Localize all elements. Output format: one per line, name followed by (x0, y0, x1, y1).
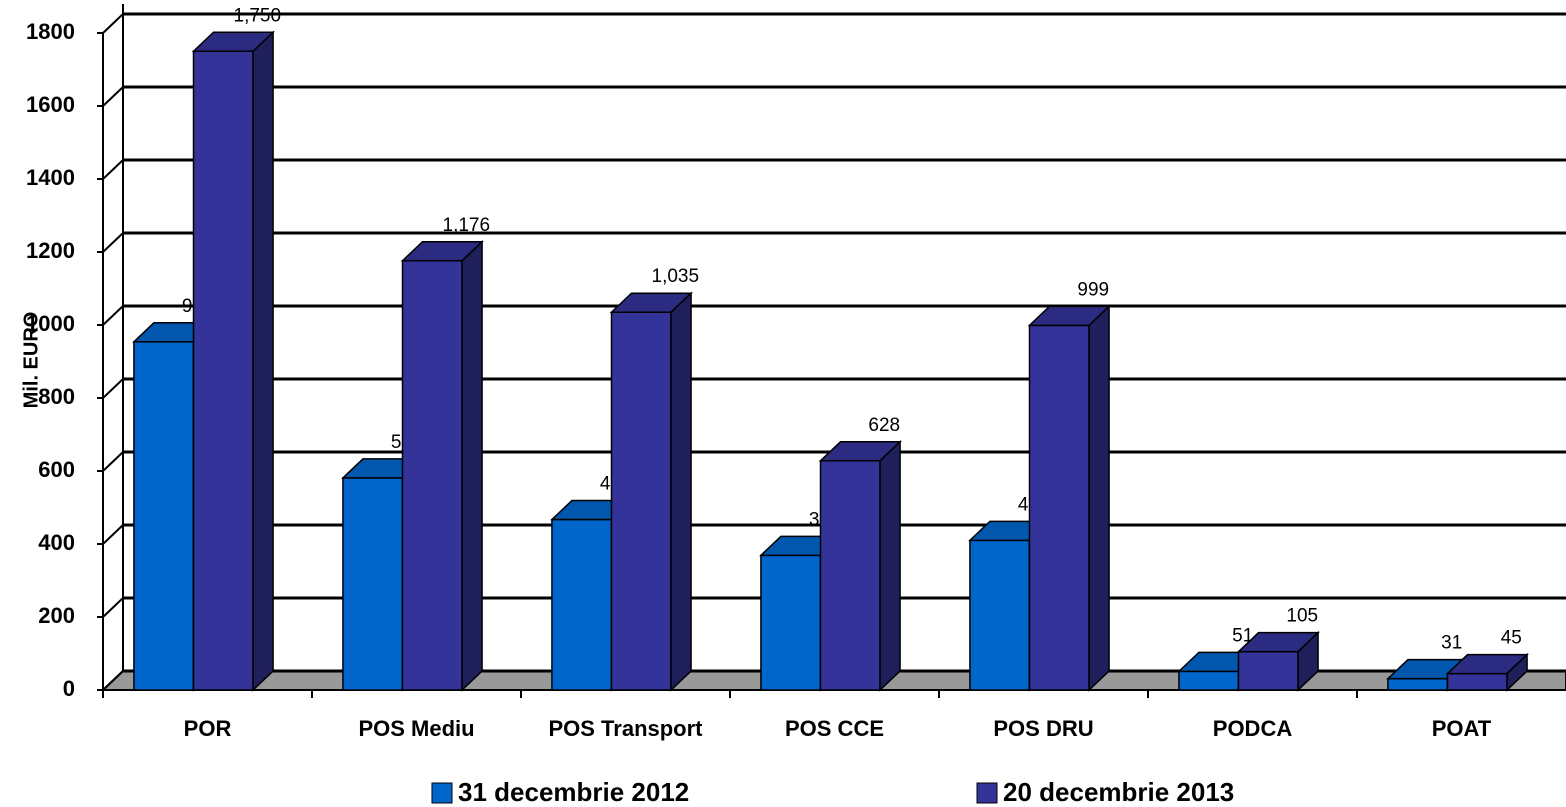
grid-line-side (102, 232, 124, 253)
legend-label: 20 decembrie 2013 (1003, 777, 1234, 807)
grid-line-side (102, 159, 124, 180)
bar-side (1297, 630, 1319, 692)
y-tick-label: 600 (38, 457, 75, 482)
bar (1446, 672, 1508, 691)
y-tick-label: 0 (63, 676, 75, 701)
bar (1178, 670, 1240, 691)
bar-side (1088, 304, 1110, 692)
y-tick-label: 800 (38, 384, 75, 409)
bar-side (252, 30, 274, 692)
value-label: 628 (868, 415, 900, 436)
x-tick-label: POAT (1432, 716, 1492, 741)
y-tick-label: 1200 (26, 238, 75, 263)
bar (819, 460, 881, 691)
grid-line-side (102, 13, 124, 34)
y-tick-label: 1000 (26, 311, 75, 336)
y-tick-label: 1600 (26, 92, 75, 117)
bar (192, 50, 254, 691)
x-tick-label: POS CCE (785, 716, 884, 741)
x-tick-label: POS DRU (993, 716, 1093, 741)
value-label: 105 (1286, 606, 1318, 627)
x-tick-label: POS Transport (548, 716, 703, 741)
value-label: 51 (1232, 625, 1253, 646)
value-label: 1,750 (234, 5, 282, 26)
grid-line-side (102, 597, 124, 618)
bar (133, 341, 195, 691)
value-label: 1,035 (652, 266, 700, 287)
x-tick-label: POR (184, 716, 232, 741)
legend-label: 31 decembrie 2012 (458, 777, 689, 807)
grid-line-side (102, 305, 124, 326)
x-tick-label: POS Mediu (358, 716, 474, 741)
bar (401, 260, 463, 691)
grid-line-side (102, 86, 124, 107)
value-label: 31 (1441, 633, 1462, 654)
bar-side (461, 240, 483, 692)
bar (1237, 650, 1299, 691)
grid-line-side (102, 451, 124, 472)
y-axis-label: Mil. EURO (20, 312, 42, 409)
bar-side (879, 440, 901, 692)
y-tick-label: 200 (38, 603, 75, 628)
bar (610, 311, 672, 691)
value-label: 1,176 (443, 215, 491, 236)
bar (342, 477, 404, 691)
legend-swatch (431, 782, 453, 804)
grid-line-side (102, 524, 124, 545)
bar-side (1506, 652, 1528, 692)
bar (969, 539, 1031, 691)
y-tick-label: 1400 (26, 165, 75, 190)
value-label: 999 (1077, 279, 1109, 300)
bar (1387, 677, 1449, 691)
bar-side (670, 291, 692, 692)
value-label: 45 (1501, 628, 1522, 649)
bar (1028, 324, 1090, 691)
grid-line-side (102, 378, 124, 399)
x-tick-label: PODCA (1213, 716, 1293, 741)
bar (760, 554, 822, 691)
y-tick-label: 400 (38, 530, 75, 555)
bar (551, 518, 613, 691)
grid-line-side (102, 670, 124, 691)
y-tick-label: 1800 (26, 19, 75, 44)
legend-swatch (976, 782, 998, 804)
